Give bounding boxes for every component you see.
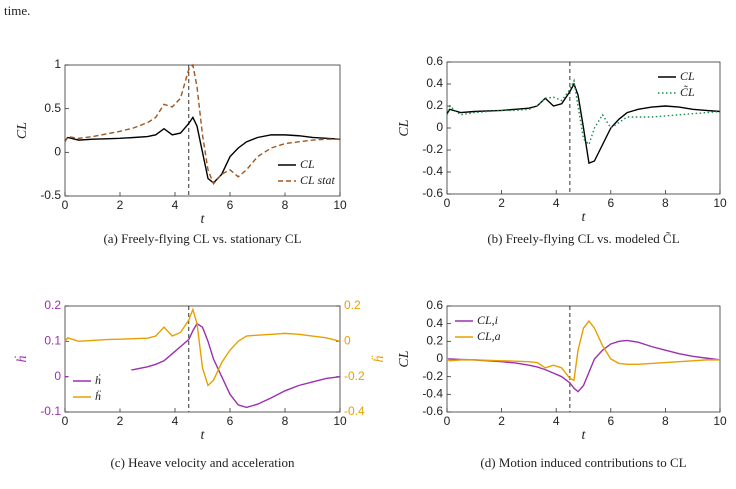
y-tick-label: 0.4 <box>426 76 443 90</box>
legend-box <box>451 310 513 348</box>
y-tick-label: 0.4 <box>426 316 443 330</box>
legend-label: CL stat <box>300 173 335 187</box>
x-axis-label: t <box>201 212 206 227</box>
y-tick-label: -0.1 <box>40 404 61 418</box>
legend-label: CL,a <box>477 329 501 343</box>
y2-tick-label: 0 <box>344 334 351 348</box>
legend-label: C̃L <box>680 85 695 99</box>
y-tick-label: 0.2 <box>426 334 443 348</box>
legend-box <box>273 153 337 193</box>
x-tick-label: 6 <box>227 414 234 428</box>
y-tick-label: 0 <box>54 369 61 383</box>
legend-box <box>68 369 132 409</box>
legend-label: CL <box>680 69 695 83</box>
x-tick-label: 4 <box>172 414 179 428</box>
series-line <box>446 82 721 165</box>
series-line <box>64 307 341 387</box>
x-tick-label: 10 <box>333 198 347 212</box>
x-tick-label: 2 <box>498 196 505 210</box>
caption: (a) Freely-flying CL vs. stationary CL <box>103 231 301 246</box>
y-axis-label: CL <box>15 122 30 139</box>
y-tick-label: 0.6 <box>426 298 443 312</box>
x-tick-label: 6 <box>607 414 614 428</box>
x-tick-label: 8 <box>282 198 289 212</box>
y-tick-label: 1 <box>54 57 61 71</box>
x-tick-label: 6 <box>227 198 234 212</box>
y-tick-label: 0 <box>436 351 443 365</box>
x-tick-label: 4 <box>553 414 560 428</box>
legend-box <box>653 65 717 105</box>
x-tick-label: 10 <box>713 196 727 210</box>
y-axis-label: CL <box>397 119 412 136</box>
y2-tick-label: 0.2 <box>344 298 361 312</box>
legend-label: ḧ <box>95 389 101 403</box>
series-line <box>447 339 721 393</box>
x-tick-label: 4 <box>553 196 560 210</box>
x-axis-label: t <box>201 428 206 443</box>
x-tick-label: 4 <box>172 198 179 212</box>
y-tick-label: 0 <box>436 120 443 134</box>
caption: (c) Heave velocity and acceleration <box>110 455 295 470</box>
y2-tick-label: -0.4 <box>344 404 365 418</box>
legend-label: CL,i <box>477 313 498 327</box>
x-tick-label: 0 <box>444 196 451 210</box>
y-tick-label: -0.2 <box>422 142 443 156</box>
y-axis-label: ḣ <box>14 356 30 363</box>
legend-label: ḣ <box>95 373 101 387</box>
header-text: time. <box>4 3 30 18</box>
x-tick-label: 8 <box>662 196 669 210</box>
y-tick-label: -0.4 <box>422 387 443 401</box>
y-tick-label: -0.2 <box>422 369 443 383</box>
caption: (d) Motion induced contributions to CL <box>480 455 686 470</box>
y-tick-label: -0.6 <box>422 404 443 418</box>
x-tick-label: 2 <box>117 198 124 212</box>
y-tick-label: -0.6 <box>422 186 443 200</box>
y-tick-label: 0.6 <box>426 54 443 68</box>
x-tick-label: 6 <box>607 196 614 210</box>
y-tick-label: -0.4 <box>422 164 443 178</box>
x-tick-label: 0 <box>444 414 451 428</box>
y-tick-label: 0 <box>54 145 61 159</box>
y-tick-label: 0.2 <box>44 298 61 312</box>
series-line <box>446 78 721 146</box>
x-tick-label: 10 <box>713 414 727 428</box>
y-axis-label: CL <box>397 350 412 367</box>
plot-frame <box>64 305 341 413</box>
caption: (b) Freely-flying CL vs. modeled C̃L <box>487 231 679 246</box>
x-tick-label: 0 <box>62 198 69 212</box>
x-tick-label: 10 <box>333 414 347 428</box>
y-tick-label: 0.5 <box>44 101 61 115</box>
legend-label: CL <box>300 157 315 171</box>
x-tick-label: 2 <box>117 414 124 428</box>
x-tick-label: 8 <box>662 414 669 428</box>
series-line <box>64 63 340 186</box>
x-tick-label: 0 <box>62 414 69 428</box>
series-line <box>446 319 720 382</box>
x-tick-label: 8 <box>282 414 289 428</box>
y2-tick-label: -0.2 <box>344 369 365 383</box>
y2-axis-label: ḧ <box>370 356 387 363</box>
y-tick-label: 0.1 <box>44 334 61 348</box>
x-tick-label: 2 <box>498 414 505 428</box>
plot-frame <box>64 64 341 197</box>
y-tick-label: -0.5 <box>40 188 61 202</box>
x-axis-label: t <box>582 210 587 225</box>
y-tick-label: 0.2 <box>426 98 443 112</box>
x-axis-label: t <box>582 428 587 443</box>
series-line <box>64 115 341 184</box>
